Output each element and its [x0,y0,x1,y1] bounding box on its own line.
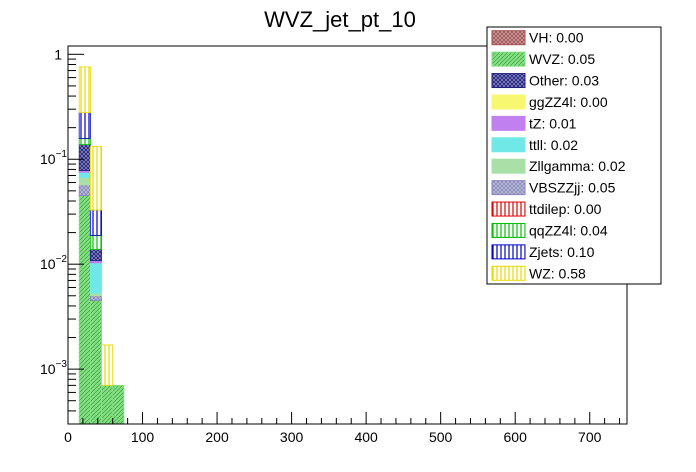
bar-wvz-bin1 [89,300,102,425]
x-tick-label: 400 [354,429,378,445]
legend-label: tZ: 0.01 [529,115,577,131]
bar-wz-bin1 [89,145,102,211]
legend-label: Zjets: 0.10 [529,244,595,260]
bar-wvz-bin3 [112,384,125,425]
legend-label: ttll: 0.02 [529,137,578,153]
legend-box [486,26,662,285]
legend-swatch [491,265,526,281]
bar-wvz-bin0 [78,195,91,425]
legend-label: VH: 0.00 [529,30,584,46]
x-tick-label: 700 [578,429,602,445]
legend-swatch [491,180,526,196]
legend-label: WVZ: 0.05 [529,51,595,67]
y-tick-label: 10−3 [40,359,67,377]
legend-label: WZ: 0.58 [529,265,586,281]
legend-label: ttdilep: 0.00 [529,201,602,217]
legend-swatch [491,51,526,67]
x-tick-label: 500 [429,429,453,445]
chart-title: WVZ_jet_pt_10 [264,7,416,32]
bar-other-bin0 [78,144,91,171]
bar-wz-bin2 [101,344,114,386]
legend-swatch [491,137,526,153]
legend-swatch [491,222,526,238]
bar-zjets-bin0 [78,112,91,139]
legend-swatch [491,201,526,217]
x-tick-label: 100 [131,429,155,445]
legend-swatch [491,30,526,46]
y-tick-label: 1 [54,46,62,62]
bar-wvz-bin2 [101,384,114,425]
bar-vbszzjj-bin1 [89,295,102,301]
x-tick-label: 0 [64,429,72,445]
legend-label: ggZZ4l: 0.00 [529,94,608,110]
y-tick-label: 10−1 [40,149,67,167]
bar-other-bin1 [89,249,102,262]
legend-label: Other: 0.03 [529,73,599,89]
x-tick-label: 600 [504,429,528,445]
legend-label: qqZZ4l: 0.04 [529,222,608,238]
legend-label: VBSZZjj: 0.05 [529,180,616,196]
bar-ttll-bin1 [89,262,102,294]
bar-qqzz4l-bin1 [89,235,102,250]
legend-swatch [491,73,526,89]
x-tick-label: 200 [205,429,229,445]
y-tick-label: 10−2 [40,254,67,272]
x-tick-label: 300 [280,429,304,445]
y-axis: 10−3 10−2 10−1 1 [40,46,84,425]
legend-label: Zllgamma: 0.02 [529,158,626,174]
legend: VH: 0.00 WVZ: 0.05 Other: 0.03 ggZZ4l: 0.00… [486,26,662,285]
bar-qqzz4l-bin0 [78,138,91,145]
legend-swatch [491,244,526,260]
legend-swatch [491,115,526,131]
bar-zllgamma-bin0 [78,177,91,186]
legend-swatch [491,94,526,110]
bar-zjets-bin1 [89,209,102,236]
legend-swatch [491,158,526,174]
histogram-bars [78,66,125,425]
x-axis: 0 100 200 300 400 500 600 700 [64,412,621,445]
bar-wz-bin0 [78,66,91,114]
bar-vbszzjj-bin0 [78,184,91,197]
bar-ttll-bin0 [78,171,91,178]
